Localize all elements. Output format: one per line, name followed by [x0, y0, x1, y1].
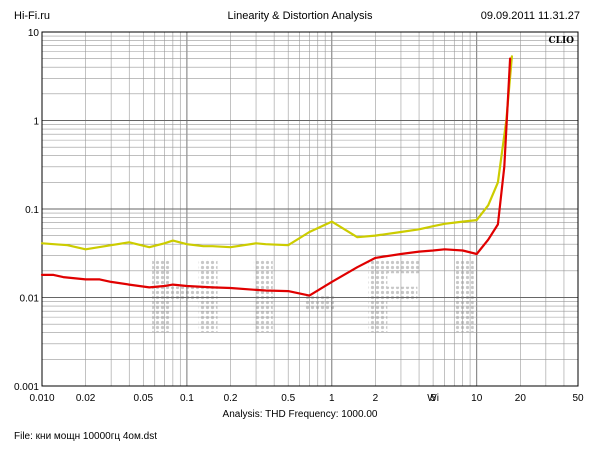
x-tick-label: 1	[329, 393, 335, 404]
series-line-yellow	[40, 55, 513, 251]
series-line-red	[40, 57, 512, 297]
y-tick-label: 0.1	[25, 205, 39, 216]
footer-file: File: кни мощн 10000гц 4ом.dst	[14, 431, 157, 442]
x-tick-label: 0.05	[134, 393, 154, 404]
x-tick-label: 0.2	[224, 393, 238, 404]
x-tick-label: 50	[572, 393, 584, 404]
x-tick-label: 20	[515, 393, 527, 404]
x-tick-label: 0.010	[29, 393, 54, 404]
header-title: Linearity & Distortion Analysis	[227, 10, 373, 22]
header-site: Hi-Fi.ru	[14, 10, 51, 22]
x-tick-label: 0.5	[281, 393, 295, 404]
y-tick-label: 1	[33, 117, 39, 128]
footer-analysis: Analysis: THD Frequency: 1000.00	[222, 409, 378, 420]
x-axis-annotation: Wi	[427, 393, 439, 404]
y-tick-label: 10	[28, 28, 40, 39]
x-tick-label: 5	[430, 393, 436, 404]
x-tick-label: 10	[471, 393, 483, 404]
y-tick-label: 0.001	[14, 382, 39, 393]
x-tick-label: 0.02	[76, 393, 96, 404]
chart-brand-label: CLIO	[548, 36, 574, 46]
x-tick-label: 2	[373, 393, 379, 404]
plot-frame	[41, 31, 579, 387]
x-tick-label: 0.1	[180, 393, 194, 404]
header-timestamp: 09.09.2011 11.31.27	[480, 10, 580, 22]
y-tick-label: 0.01	[20, 294, 40, 305]
